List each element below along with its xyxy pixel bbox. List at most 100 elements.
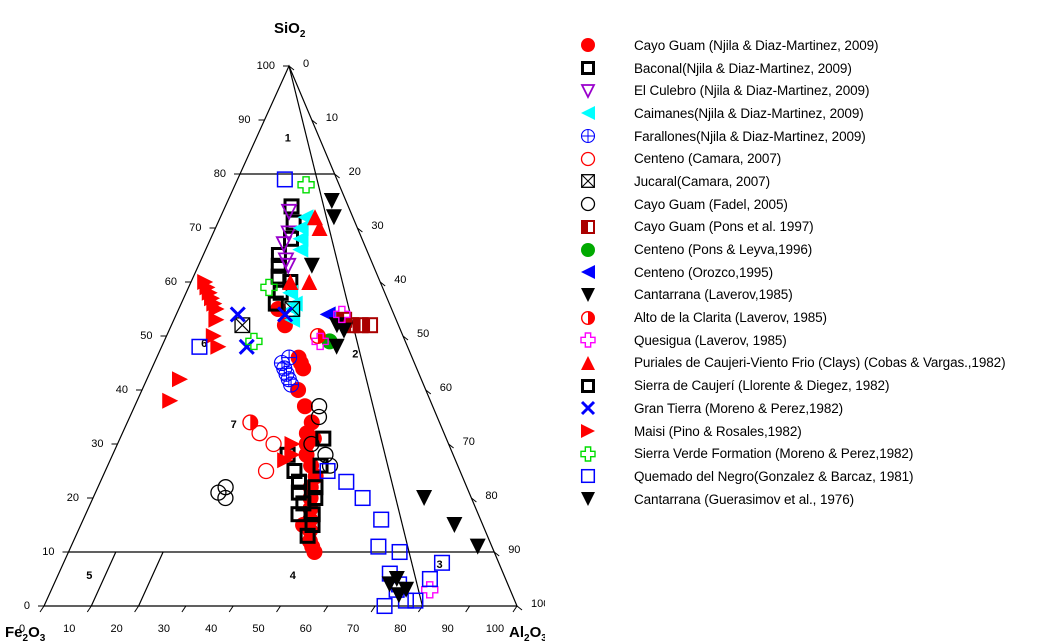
tick-al2o3 <box>417 605 423 613</box>
filled-triangle-down-marker-icon <box>581 492 595 507</box>
legend-label: Baconal(Njila & Diaz-Martinez, 2009) <box>634 60 852 76</box>
legend-item: Alto de la Clarita (Laverov, 1985) <box>578 306 1045 329</box>
data-point-series-19 <box>245 332 263 351</box>
legend-item: Cayo Guam (Fadel, 2005) <box>578 193 1045 216</box>
tick-label-fe2o3: 0 <box>303 58 309 70</box>
data-point-series-4 <box>292 220 309 236</box>
data-point-series-17 <box>229 306 246 323</box>
data-point-series-12 <box>325 209 342 226</box>
data-point-series-8 <box>321 457 339 474</box>
legend-label: Cayo Guam (Fadel, 2005) <box>634 196 788 212</box>
legend-label: Alto de la Clarita (Laverov, 1985) <box>634 310 827 326</box>
filled-triangle-up-marker-icon <box>581 355 595 370</box>
data-points <box>162 171 486 615</box>
data-point-series-16 <box>291 473 308 490</box>
data-point-series-18 <box>208 311 225 328</box>
legend-label: Centeno (Pons & Leyva,1996) <box>634 242 813 258</box>
tick-label-sio2: 60 <box>165 276 177 288</box>
tick-al2o3 <box>512 605 518 613</box>
filled-circle-marker-icon <box>581 242 595 257</box>
legend-item: Cantarrana (Laverov,1985) <box>578 284 1045 307</box>
data-point-series-3 <box>280 203 298 221</box>
open-triangle-down-marker-icon <box>580 83 596 99</box>
tick-label-fe2o3: 60 <box>440 382 452 394</box>
tick-fe2o3 <box>379 281 386 287</box>
data-point-series-3 <box>275 236 293 254</box>
legend-label: Centeno (Orozco,1995) <box>634 264 773 280</box>
tick-label-sio2: 70 <box>189 222 201 234</box>
data-point-series-12 <box>328 317 345 334</box>
data-point-series-16 <box>286 463 303 479</box>
field-boundary-5 <box>138 551 164 607</box>
data-point-series-17 <box>277 306 294 323</box>
legend: Cayo Guam (Njila & Diaz-Martinez, 2009) B… <box>578 34 1045 510</box>
data-point-series-12 <box>335 322 352 339</box>
data-point-series-6 <box>265 435 282 453</box>
x-cross-marker-icon <box>580 401 596 416</box>
data-point-series-2 <box>299 527 316 544</box>
data-point-series-3 <box>279 257 297 275</box>
data-point-series-8 <box>303 435 320 453</box>
open-cross-marker-icon <box>580 446 596 462</box>
tick-label-sio2: 50 <box>140 330 152 342</box>
data-point-series-20 <box>421 570 438 588</box>
tick-label-sio2: 90 <box>238 114 250 126</box>
filled-triangle-down-marker-icon <box>581 287 595 302</box>
legend-label: Maisi (Pino & Rosales,1982) <box>634 423 802 439</box>
data-point-series-8 <box>310 408 328 426</box>
data-point-series-2 <box>304 517 321 533</box>
tick-al2o3 <box>181 605 187 613</box>
legend-label: Gran Tierra (Moreno & Perez,1982) <box>634 400 844 416</box>
data-point-series-21 <box>446 517 463 533</box>
field-label-6: 6 <box>201 338 207 350</box>
data-point-series-16 <box>290 484 307 501</box>
data-point-series-15 <box>282 274 299 290</box>
legend-item: Cayo Guam (Pons et al. 1997) <box>578 216 1045 239</box>
tick-label-al2o3: 100 <box>486 623 504 635</box>
legend-label: Cayo Guam (Njila & Diaz-Martinez, 2009) <box>634 37 879 53</box>
data-point-series-20 <box>276 171 293 188</box>
field-label-7: 7 <box>231 419 237 431</box>
tick-label-al2o3: 80 <box>394 623 406 635</box>
tick-fe2o3 <box>288 65 295 71</box>
half-filled-circle-marker-icon <box>580 310 596 325</box>
data-point-series-8 <box>217 489 234 507</box>
data-point-series-18 <box>284 436 301 452</box>
tick-al2o3 <box>134 605 140 613</box>
tick-fe2o3 <box>357 227 363 233</box>
tick-label-al2o3: 40 <box>205 623 217 635</box>
tick-label-fe2o3: 80 <box>485 490 497 502</box>
data-point-series-4 <box>292 230 309 247</box>
tick-label-sio2: 40 <box>116 384 128 396</box>
legend-item: Cantarrana (Guerasimov et al., 1976) <box>578 488 1045 511</box>
data-point-series-20 <box>338 473 355 490</box>
field-label-3: 3 <box>436 559 442 571</box>
legend-label: Sierra Verde Formation (Moreno & Perez,1… <box>634 446 914 462</box>
data-point-series-20 <box>391 543 408 561</box>
data-point-series-5 <box>283 376 300 393</box>
triangle-frame: 1 2 3 4 5 6 7 <box>43 64 518 607</box>
tick-label-al2o3: 10 <box>63 623 75 635</box>
tick-fe2o3 <box>493 551 500 557</box>
field-label-5: 5 <box>86 570 92 582</box>
data-point-series-1 <box>296 398 313 415</box>
data-point-series-20 <box>370 538 387 555</box>
apex-label-right: Al2O3 <box>509 624 545 641</box>
field-boundary-4 <box>90 551 117 607</box>
filled-triangle-right-marker-icon <box>581 424 595 439</box>
data-point-series-14 <box>311 332 329 351</box>
data-point-series-1 <box>290 382 307 398</box>
data-point-series-8 <box>317 446 334 463</box>
data-point-series-18 <box>162 392 179 409</box>
legend-item: El Culebro (Njila & Diaz-Martinez, 2009) <box>578 79 1045 102</box>
data-point-series-3 <box>280 225 298 243</box>
legend-label: El Culebro (Njila & Diaz-Martinez, 2009) <box>634 83 870 99</box>
legend-label: Cantarrana (Guerasimov et al., 1976) <box>634 491 855 507</box>
data-point-series-6 <box>251 425 268 442</box>
data-point-series-8 <box>310 398 328 415</box>
tick-label-sio2: 30 <box>91 438 103 450</box>
crossed-circle-marker-icon <box>580 129 596 144</box>
data-point-series-20 <box>319 462 336 480</box>
legend-item: Caimanes(Njila & Diaz-Martinez, 2009) <box>578 102 1045 125</box>
tick-label-fe2o3: 70 <box>463 436 475 448</box>
